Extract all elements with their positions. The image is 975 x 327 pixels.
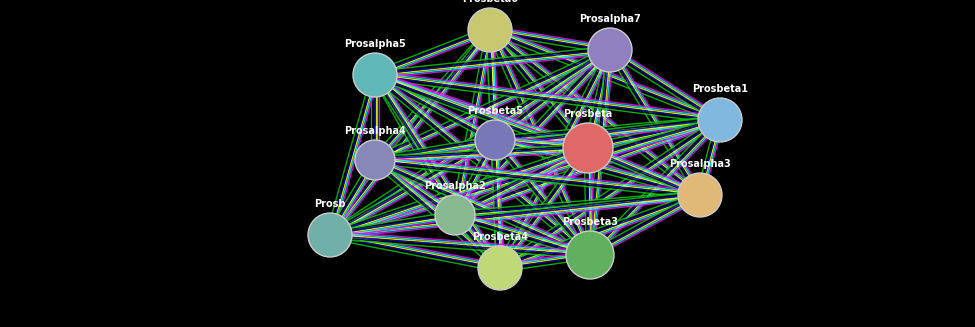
Circle shape [678, 173, 722, 217]
Circle shape [698, 98, 742, 142]
Text: Prosalpha2: Prosalpha2 [424, 181, 486, 191]
Circle shape [566, 231, 614, 279]
Circle shape [435, 195, 475, 235]
Text: Prosalpha3: Prosalpha3 [669, 159, 731, 169]
Circle shape [353, 53, 397, 97]
Circle shape [355, 140, 395, 180]
Text: Prosbeta1: Prosbeta1 [692, 84, 748, 94]
Text: Prosbeta4: Prosbeta4 [472, 232, 528, 242]
Circle shape [588, 28, 632, 72]
Text: Prosbeta6: Prosbeta6 [462, 0, 518, 4]
Text: Prosalpha5: Prosalpha5 [344, 39, 406, 49]
Text: Prosbeta3: Prosbeta3 [562, 217, 618, 227]
Text: Prosbeta5: Prosbeta5 [467, 106, 523, 116]
Circle shape [468, 8, 512, 52]
Circle shape [563, 123, 613, 173]
Text: Prosalpha7: Prosalpha7 [579, 14, 641, 24]
Circle shape [475, 120, 515, 160]
Circle shape [478, 246, 522, 290]
Text: Prosb: Prosb [314, 199, 346, 209]
Circle shape [308, 213, 352, 257]
Text: Prosalpha4: Prosalpha4 [344, 126, 406, 136]
Text: Prosbeta: Prosbeta [564, 109, 612, 119]
